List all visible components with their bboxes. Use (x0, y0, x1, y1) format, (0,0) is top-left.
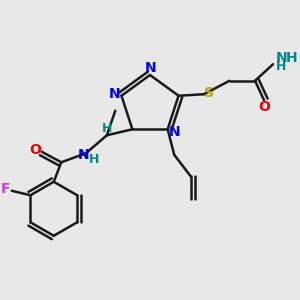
Text: N: N (168, 125, 180, 139)
Text: H: H (102, 122, 112, 135)
Text: O: O (29, 143, 41, 157)
Text: H: H (89, 153, 100, 167)
Text: N: N (145, 61, 156, 75)
Text: N: N (109, 87, 121, 101)
Text: N: N (78, 148, 89, 162)
Text: F: F (0, 182, 10, 196)
Text: O: O (258, 100, 270, 114)
Text: H: H (286, 51, 297, 64)
Text: H: H (276, 60, 286, 73)
Text: N: N (276, 51, 287, 64)
Text: S: S (203, 86, 214, 100)
